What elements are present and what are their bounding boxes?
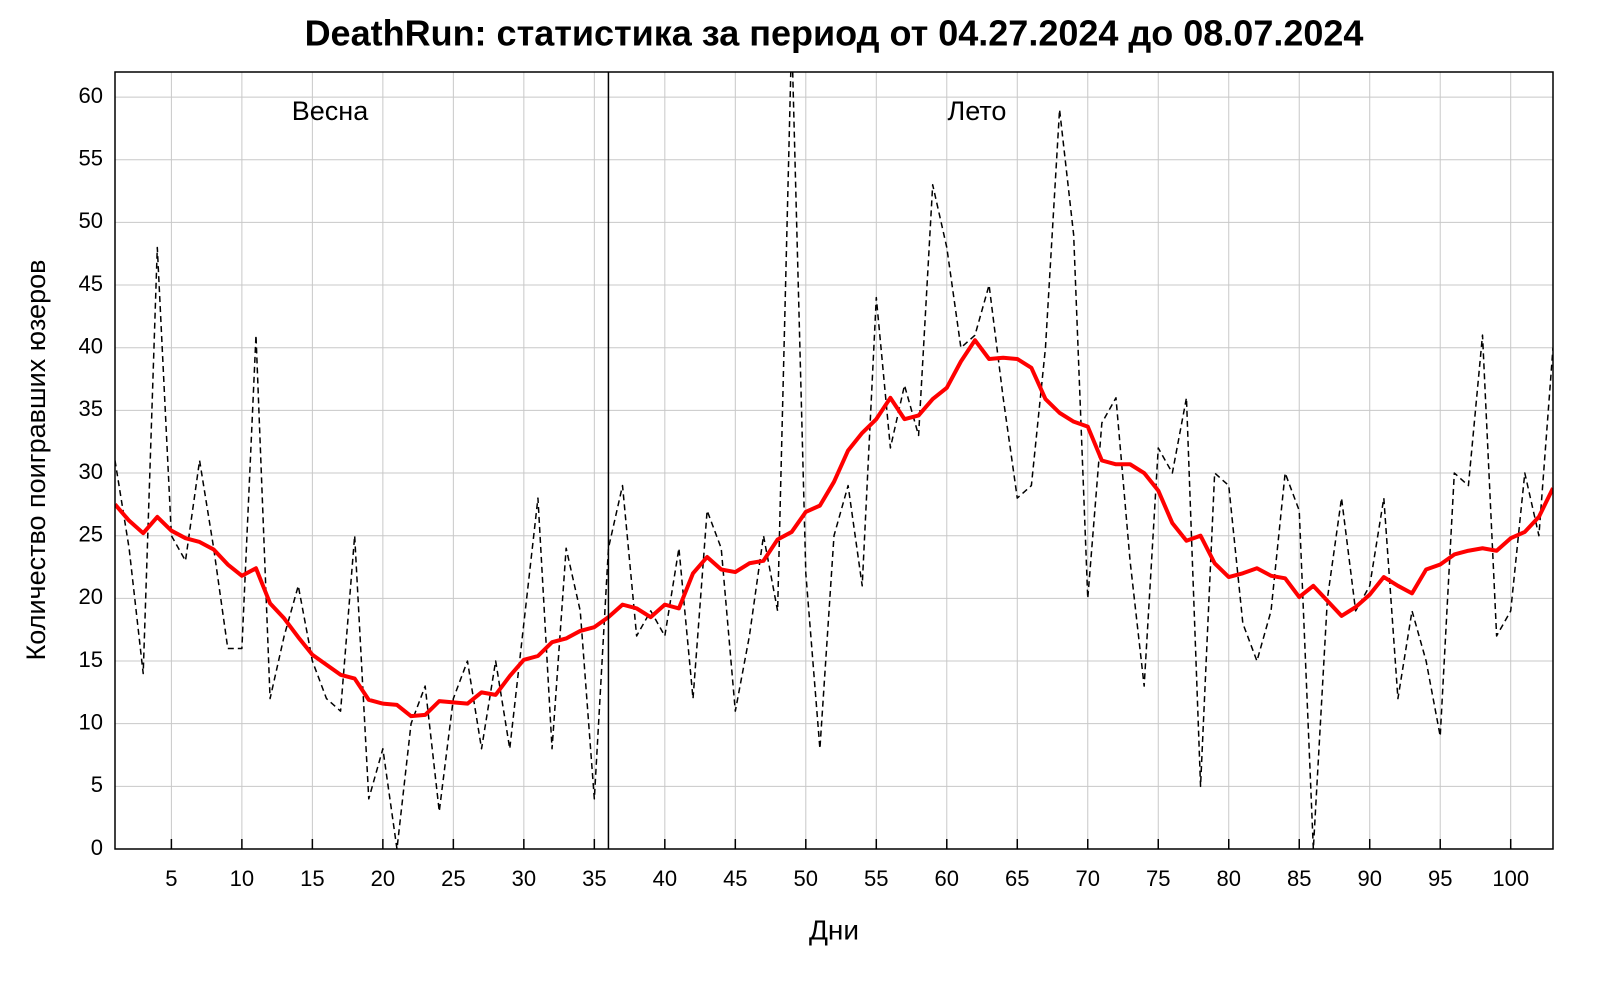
data-line bbox=[115, 338, 1553, 719]
x-tick-label: 25 bbox=[441, 866, 465, 891]
data-line bbox=[115, 72, 1553, 849]
x-tick-label: 55 bbox=[864, 866, 888, 891]
x-tick-label: 85 bbox=[1287, 866, 1311, 891]
annotation: Весна bbox=[292, 96, 369, 126]
y-tick-label: 50 bbox=[79, 208, 103, 233]
grid bbox=[115, 72, 1553, 850]
y-axis-label: Количество поигравших юзеров bbox=[21, 260, 51, 661]
x-axis-label: Дни bbox=[809, 914, 859, 945]
x-tick-label: 30 bbox=[512, 866, 536, 891]
y-tick-label: 5 bbox=[91, 772, 103, 797]
x-tick-label: 65 bbox=[1005, 866, 1029, 891]
y-tick-label: 35 bbox=[79, 396, 103, 421]
x-tick-label: 20 bbox=[371, 866, 395, 891]
chart-title: DeathRun: статистика за период от 04.27.… bbox=[305, 13, 1364, 54]
x-tick-label: 15 bbox=[300, 866, 324, 891]
x-tick-label: 10 bbox=[230, 866, 254, 891]
y-tick-label: 15 bbox=[79, 647, 103, 672]
y-tick-label: 45 bbox=[79, 271, 103, 296]
x-tick-label: 70 bbox=[1076, 866, 1100, 891]
x-tick-label: 80 bbox=[1217, 866, 1241, 891]
plot-frame bbox=[114, 71, 1554, 850]
x-tick-label: 75 bbox=[1146, 866, 1170, 891]
y-tick-label: 30 bbox=[79, 459, 103, 484]
x-tick-label: 45 bbox=[723, 866, 747, 891]
x-tick-label: 40 bbox=[653, 866, 677, 891]
x-tick-label: 5 bbox=[165, 866, 177, 891]
x-tick-label: 60 bbox=[935, 866, 959, 891]
x-tick-label: 100 bbox=[1492, 866, 1529, 891]
plot-area bbox=[115, 72, 1553, 849]
y-tick-label: 25 bbox=[79, 522, 103, 547]
x-tick-label: 95 bbox=[1428, 866, 1452, 891]
annotation: Лето bbox=[948, 96, 1007, 126]
x-tick-label: 90 bbox=[1357, 866, 1381, 891]
y-tick-label: 55 bbox=[79, 146, 103, 171]
x-tick-label: 50 bbox=[794, 866, 818, 891]
y-tick-label: 10 bbox=[79, 709, 103, 734]
x-tick-label: 35 bbox=[582, 866, 606, 891]
y-tick-label: 20 bbox=[79, 584, 103, 609]
y-tick-label: 60 bbox=[79, 83, 103, 108]
y-tick-label: 0 bbox=[91, 835, 103, 860]
y-tick-label: 40 bbox=[79, 334, 103, 359]
